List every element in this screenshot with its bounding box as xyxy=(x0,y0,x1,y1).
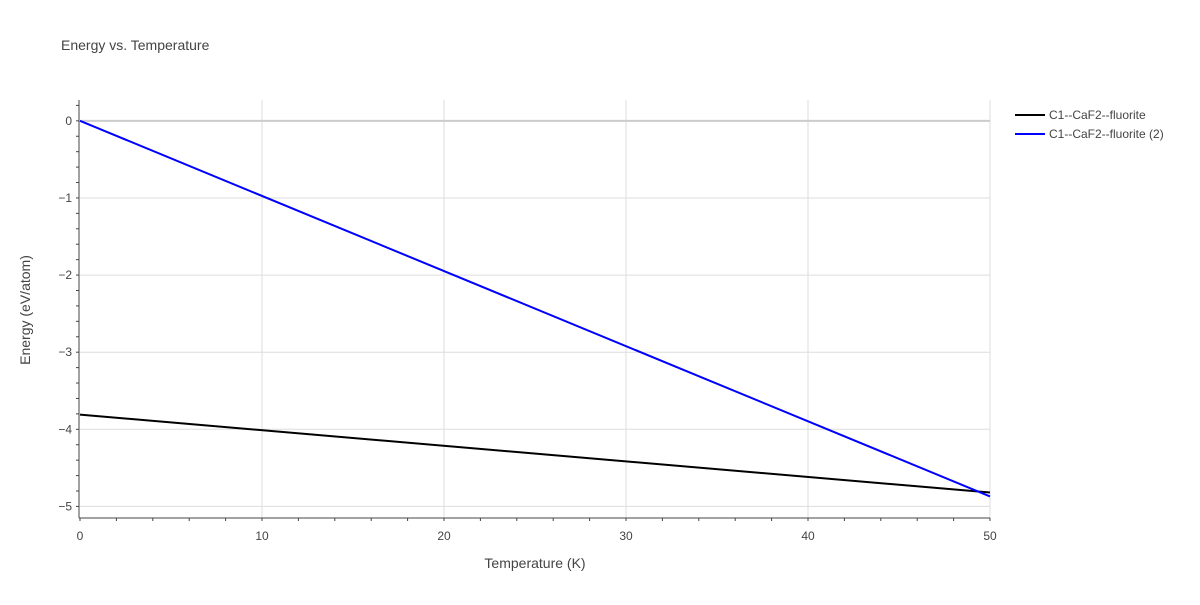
y-tick-label: −4 xyxy=(58,422,72,436)
legend-label: C1--CaF2--fluorite (2) xyxy=(1049,127,1164,141)
y-tick-label: −3 xyxy=(58,345,72,359)
y-axis-title: Energy (eV/atom) xyxy=(17,255,33,365)
grid-layer xyxy=(80,100,991,518)
series-line-1 xyxy=(79,413,991,494)
x-tick-label: 40 xyxy=(801,529,815,543)
legend-item-1[interactable]: C1--CaF2--fluorite xyxy=(1015,108,1146,122)
x-tick-label: 0 xyxy=(77,529,84,543)
x-axis-title: Temperature (K) xyxy=(484,555,585,571)
legend[interactable]: C1--CaF2--fluorite C1--CaF2--fluorite (2) xyxy=(1015,108,1164,141)
x-tick-label: 50 xyxy=(983,529,997,543)
x-tick-label: 10 xyxy=(255,529,269,543)
legend-label: C1--CaF2--fluorite xyxy=(1049,108,1146,122)
series-line-2 xyxy=(79,119,991,498)
axis-layer: 0 10 20 30 40 50 0 −1 −2 −3 −4 −5 xyxy=(58,100,997,543)
y-tick-label: −5 xyxy=(58,499,72,513)
chart-title: Energy vs. Temperature xyxy=(61,37,210,53)
y-tick-label: 0 xyxy=(65,114,72,128)
series-layer xyxy=(79,119,991,498)
legend-item-2[interactable]: C1--CaF2--fluorite (2) xyxy=(1015,127,1164,141)
x-tick-label: 20 xyxy=(437,529,451,543)
x-tick-label: 30 xyxy=(619,529,633,543)
y-tick-label: −1 xyxy=(58,191,72,205)
y-tick-label: −2 xyxy=(58,268,72,282)
